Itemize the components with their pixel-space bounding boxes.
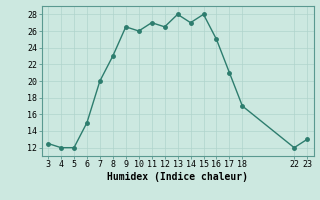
X-axis label: Humidex (Indice chaleur): Humidex (Indice chaleur) <box>107 172 248 182</box>
